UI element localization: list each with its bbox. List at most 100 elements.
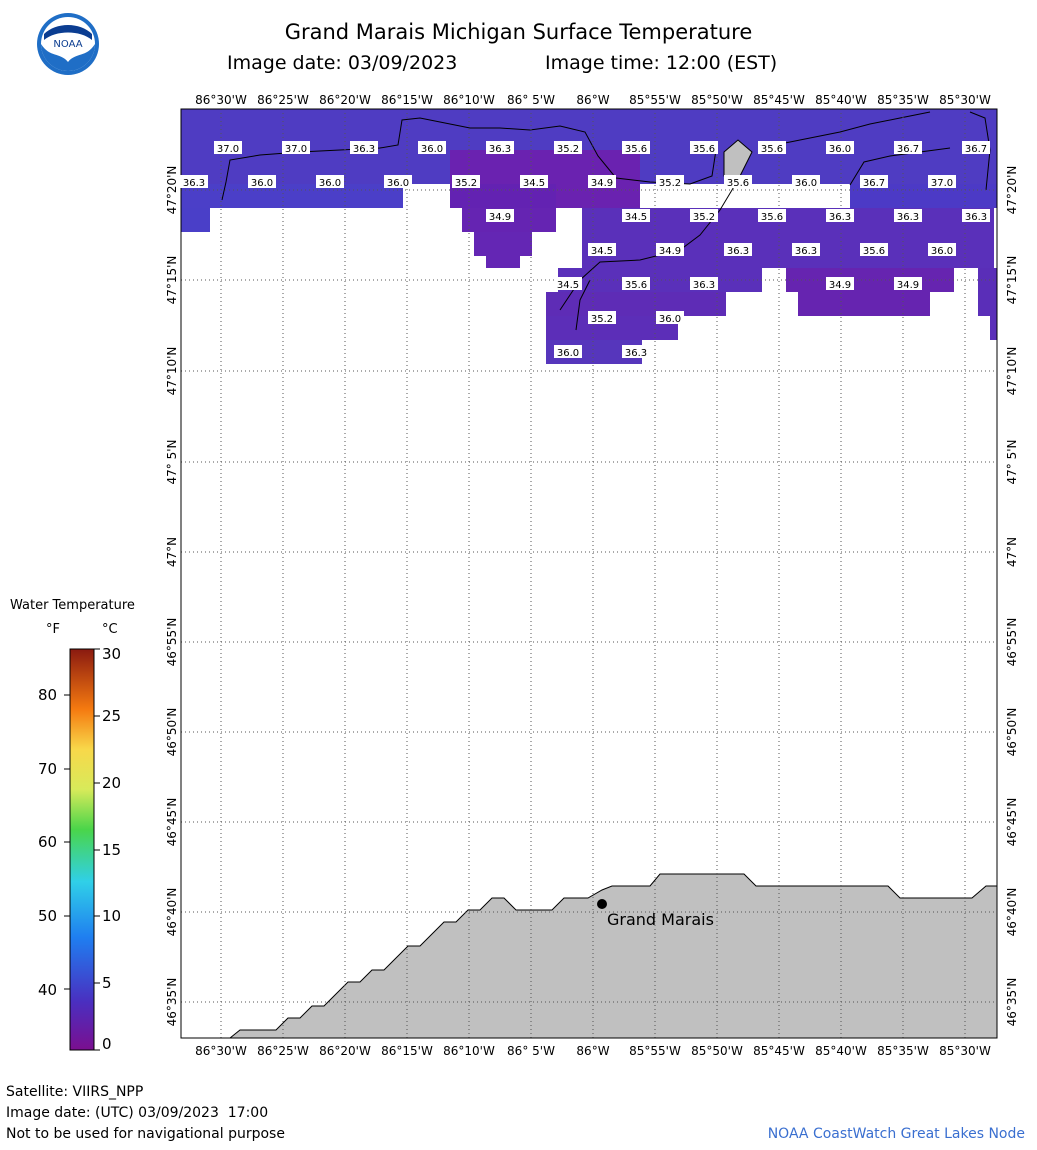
lon-label: 85°50'W <box>691 1044 743 1058</box>
temp-label-box <box>656 175 684 188</box>
temp-label-box <box>724 175 752 188</box>
lon-label: 85°55'W <box>629 93 681 107</box>
temp-label: 34.9 <box>826 277 854 291</box>
lon-label: 86°30'W <box>195 93 247 107</box>
temp-value: 36.0 <box>931 246 953 257</box>
temp-label-box <box>826 209 854 222</box>
temp-value: 36.3 <box>727 246 749 257</box>
temp-value: 36.3 <box>693 280 715 291</box>
lat-label: 46°45'N <box>1005 798 1019 847</box>
lat-label: 47° 5'N <box>1005 440 1019 485</box>
temp-label: 36.0 <box>928 243 956 257</box>
temp-value: 36.0 <box>421 144 443 155</box>
temp-label-box <box>826 277 854 290</box>
temp-label: 36.3 <box>894 209 922 223</box>
temp-value: 35.2 <box>659 178 681 189</box>
lat-label: 47°10'N <box>1005 347 1019 396</box>
temp-value: 35.6 <box>761 144 783 155</box>
temp-label: 36.3 <box>826 209 854 223</box>
temp-value: 35.6 <box>693 144 715 155</box>
temp-label-box <box>588 243 616 256</box>
lon-label: 86° 5'W <box>507 93 555 107</box>
temp-label-box <box>690 277 718 290</box>
lon-labels-bottom: 86°30'W 86°25'W 86°20'W 86°15'W 86°10'W … <box>195 1044 991 1058</box>
legend-f-tick: 60 <box>38 833 58 851</box>
temp-value: 36.3 <box>795 246 817 257</box>
temperature-labels: 37.0 36.3 37.0 36.0 36.3 36.0 36.0 36.0 36.3 35.2… <box>180 141 990 359</box>
temp-label-box <box>826 141 854 154</box>
lat-label: 46°55'N <box>165 618 179 667</box>
temp-value: 35.6 <box>761 212 783 223</box>
navigation-disclaimer: Not to be used for navigational purpose <box>6 1126 285 1142</box>
grand-marais-marker <box>597 899 607 909</box>
lon-label: 86°10'W <box>443 1044 495 1058</box>
temp-value: 37.0 <box>285 144 307 155</box>
lon-label: 86°25'W <box>257 1044 309 1058</box>
lon-label: 85°50'W <box>691 93 743 107</box>
temp-label: 37.0 <box>282 141 310 155</box>
lon-label: 86°10'W <box>443 93 495 107</box>
legend-c-tick: 15 <box>102 841 122 859</box>
temp-value: 36.7 <box>863 178 885 189</box>
temp-label-box <box>690 141 718 154</box>
temp-label-box <box>690 209 718 222</box>
lon-labels-top: 86°30'W 86°25'W 86°20'W 86°15'W 86°10'W … <box>195 93 991 107</box>
temp-label-box <box>554 277 582 290</box>
temp-label-box <box>248 175 276 188</box>
temp-value: 36.0 <box>387 178 409 189</box>
temp-label: 36.0 <box>826 141 854 155</box>
temp-label: 35.2 <box>656 175 684 189</box>
lon-label: 86°15'W <box>381 93 433 107</box>
temp-value: 34.5 <box>591 246 613 257</box>
temp-label-box <box>486 209 514 222</box>
temp-label-box <box>384 175 412 188</box>
lon-label: 86°20'W <box>319 1044 371 1058</box>
temp-value: 34.9 <box>897 280 919 291</box>
temp-label-box <box>554 141 582 154</box>
graticule <box>181 109 997 1038</box>
lat-label: 47°15'N <box>1005 256 1019 305</box>
lat-label: 47°15'N <box>165 256 179 305</box>
legend-gradient <box>69 648 95 1051</box>
temp-label: 34.9 <box>486 209 514 223</box>
lat-labels-left: 47°20'N 47°15'N 47°10'N 47° 5'N 47°N 46°… <box>165 166 179 1027</box>
image-date: Image date: 03/09/2023 <box>227 52 458 74</box>
lon-label: 85°30'W <box>939 93 991 107</box>
temp-label-box <box>758 141 786 154</box>
lon-label: 85°30'W <box>939 1044 991 1058</box>
lat-label: 46°50'N <box>1005 708 1019 757</box>
map-frame <box>180 108 998 1039</box>
temp-label-box <box>486 141 514 154</box>
legend-c-tick: 10 <box>102 907 122 925</box>
temp-label-box <box>724 243 752 256</box>
lat-label: 46°35'N <box>165 978 179 1027</box>
temp-label-box <box>894 277 922 290</box>
temp-label-box <box>792 175 820 188</box>
coastwatch-credit: NOAA CoastWatch Great Lakes Node <box>767 1126 1025 1142</box>
temp-label-box <box>656 311 684 324</box>
temp-value: 36.3 <box>829 212 851 223</box>
lat-label: 47° 5'N <box>165 440 179 485</box>
legend-f-tick: 70 <box>38 760 58 778</box>
temp-label: 36.0 <box>418 141 446 155</box>
temp-value: 35.2 <box>693 212 715 223</box>
temp-label: 36.0 <box>554 345 582 359</box>
temp-label-box <box>622 209 650 222</box>
legend-c-tick: 5 <box>102 974 112 992</box>
temp-value: 34.9 <box>829 280 851 291</box>
temp-value: 36.7 <box>897 144 919 155</box>
legend-c-tick: 30 <box>102 645 122 663</box>
temp-label: 36.0 <box>384 175 412 189</box>
lat-label: 47°20'N <box>1005 166 1019 215</box>
map-title: Grand Marais Michigan Surface Temperatur… <box>284 20 753 44</box>
temp-value: 34.9 <box>659 246 681 257</box>
legend-f-tick: 40 <box>38 981 58 999</box>
lat-label: 46°40'N <box>1005 888 1019 937</box>
temp-label-box <box>758 209 786 222</box>
temp-label-box <box>962 141 990 154</box>
temp-value: 36.0 <box>795 178 817 189</box>
temp-label: 34.9 <box>656 243 684 257</box>
temp-label: 37.0 <box>214 141 242 155</box>
temp-value: 36.3 <box>625 348 647 359</box>
temp-label: 35.6 <box>724 175 752 189</box>
